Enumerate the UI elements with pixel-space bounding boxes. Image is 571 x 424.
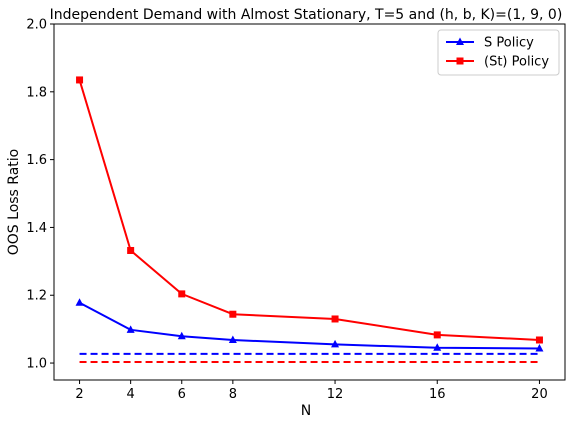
y-tick-label: 2.0 xyxy=(26,18,47,33)
x-tick-label: 12 xyxy=(327,387,344,402)
plot-area xyxy=(75,76,544,364)
data-point xyxy=(433,343,442,351)
data-point xyxy=(177,331,186,340)
legend-label: (St) Policy xyxy=(484,55,549,70)
y-tick-label: 1.4 xyxy=(26,221,47,236)
chart-title: Independent Demand with Almost Stationar… xyxy=(50,7,563,23)
series-line xyxy=(78,79,540,341)
data-point xyxy=(535,343,544,352)
x-tick-label: 6 xyxy=(178,387,186,402)
data-point xyxy=(178,290,186,298)
data-point xyxy=(535,336,543,344)
y-tick-label: 1.2 xyxy=(26,289,47,304)
x-tick-label: 16 xyxy=(429,387,446,402)
data-point xyxy=(126,325,135,333)
x-tick-label: 20 xyxy=(531,387,548,402)
x-tick-label: 2 xyxy=(75,387,83,402)
data-point xyxy=(75,298,84,306)
legend-marker xyxy=(456,57,464,65)
data-point xyxy=(331,315,339,323)
data-point xyxy=(127,246,135,254)
series-line xyxy=(79,301,540,350)
y-tick-label: 1.8 xyxy=(26,85,47,100)
plot-frame xyxy=(53,23,566,381)
data-point xyxy=(433,331,441,339)
x-axis: 2 4 6 8 12 16 20 xyxy=(75,380,548,402)
data-point xyxy=(76,76,84,84)
data-point xyxy=(331,339,340,348)
data-point xyxy=(228,335,237,343)
x-axis-label: N xyxy=(301,403,311,419)
x-tick-label: 4 xyxy=(127,387,135,402)
legend-label: S Policy xyxy=(484,36,534,51)
legend-marker xyxy=(456,37,464,45)
y-tick-label: 1.6 xyxy=(26,153,47,168)
y-axis: 1.0 1.2 1.4 1.6 1.8 2.0 xyxy=(26,18,54,372)
data-point xyxy=(229,310,237,318)
y-axis-label: OOS Loss Ratio xyxy=(6,149,22,255)
legend: S Policy (St) Policy xyxy=(437,29,560,76)
y-tick-label: 1.0 xyxy=(26,357,47,372)
x-tick-label: 8 xyxy=(229,387,237,402)
